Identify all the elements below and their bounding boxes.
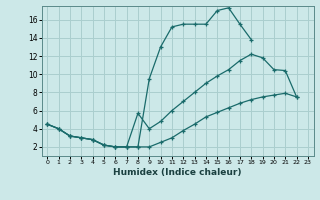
X-axis label: Humidex (Indice chaleur): Humidex (Indice chaleur)	[113, 168, 242, 177]
